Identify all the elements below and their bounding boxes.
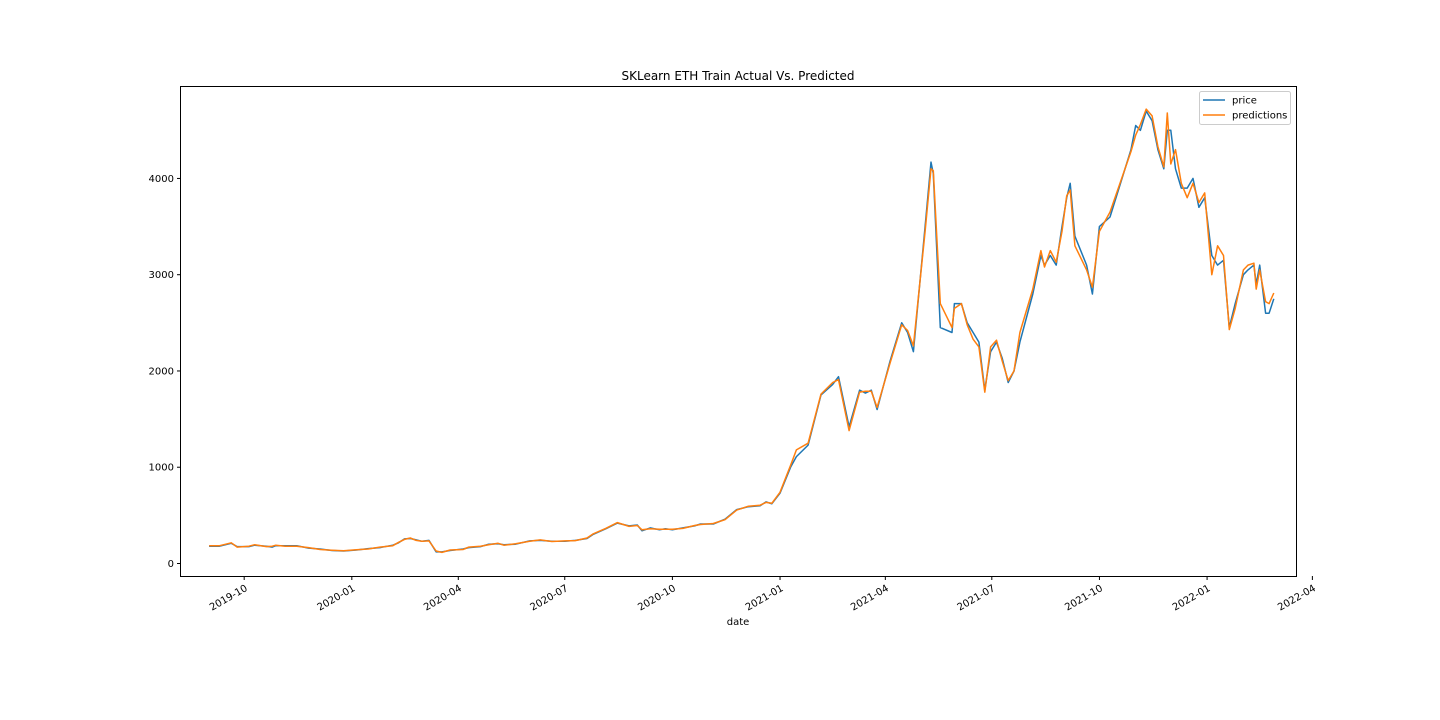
legend-label-predictions: predictions — [1232, 111, 1287, 122]
legend: price predictions — [1199, 91, 1291, 125]
y-axis: 0 1000 2000 3000 4000 — [149, 174, 181, 570]
plot-frame — [180, 86, 1297, 577]
x-tick-label: 2022-01 — [1171, 583, 1213, 613]
y-tick-label: 2000 — [149, 366, 174, 377]
x-tick-label: 2020-04 — [422, 583, 464, 613]
y-tick-label: 0 — [168, 559, 174, 570]
x-tick-label: 2020-10 — [636, 583, 678, 613]
chart-title: SKLearn ETH Train Actual Vs. Predicted — [621, 69, 854, 83]
x-tick-label: 2020-07 — [529, 583, 571, 613]
x-tick-label: 2021-04 — [849, 583, 891, 613]
y-tick-label: 4000 — [149, 174, 174, 185]
x-tick-label: 2020-01 — [316, 583, 358, 613]
plot-lines — [209, 108, 1275, 554]
series-line-price — [209, 110, 1275, 553]
y-tick-label: 3000 — [149, 270, 174, 281]
series-line-predictions — [209, 108, 1275, 554]
legend-label-price: price — [1232, 96, 1257, 107]
x-tick-label: 2021-01 — [744, 583, 786, 613]
y-tick-label: 1000 — [149, 463, 174, 474]
x-axis: 2019-10 2020-01 2020-04 2020-07 2020-10 2021-… — [208, 576, 1318, 613]
x-tick-label: 2021-10 — [1063, 583, 1105, 613]
x-tick-label: 2019-10 — [208, 583, 250, 613]
x-tick-label: 2022-04 — [1276, 583, 1318, 613]
x-axis-label: date — [727, 617, 750, 628]
x-tick-label: 2021-07 — [956, 583, 998, 613]
